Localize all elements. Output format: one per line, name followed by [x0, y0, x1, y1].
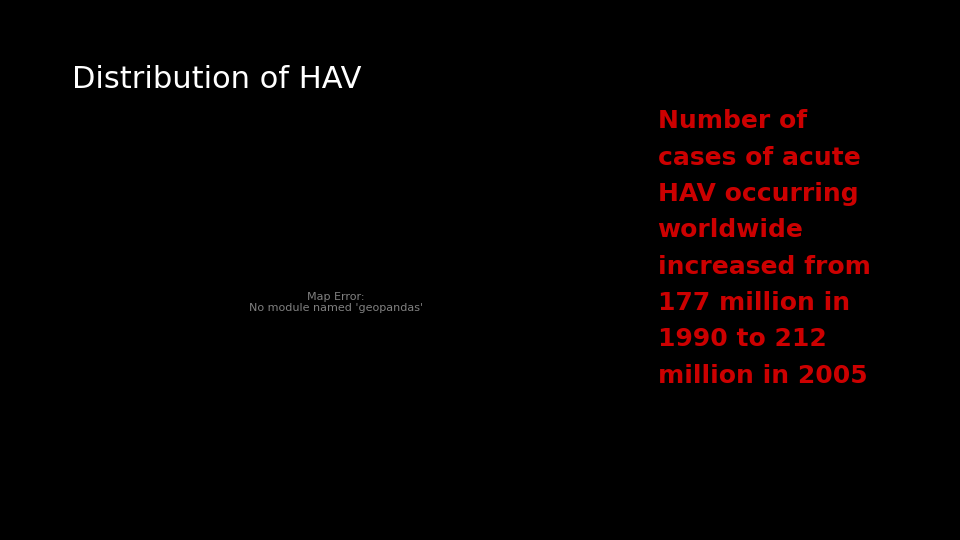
Text: Map Error:
No module named 'geopandas': Map Error: No module named 'geopandas' — [249, 292, 423, 313]
Text: Number of
cases of acute
HAV occurring
worldwide
increased from
177 million in
1: Number of cases of acute HAV occurring w… — [658, 109, 871, 388]
Text: Distribution of HAV: Distribution of HAV — [72, 65, 362, 94]
